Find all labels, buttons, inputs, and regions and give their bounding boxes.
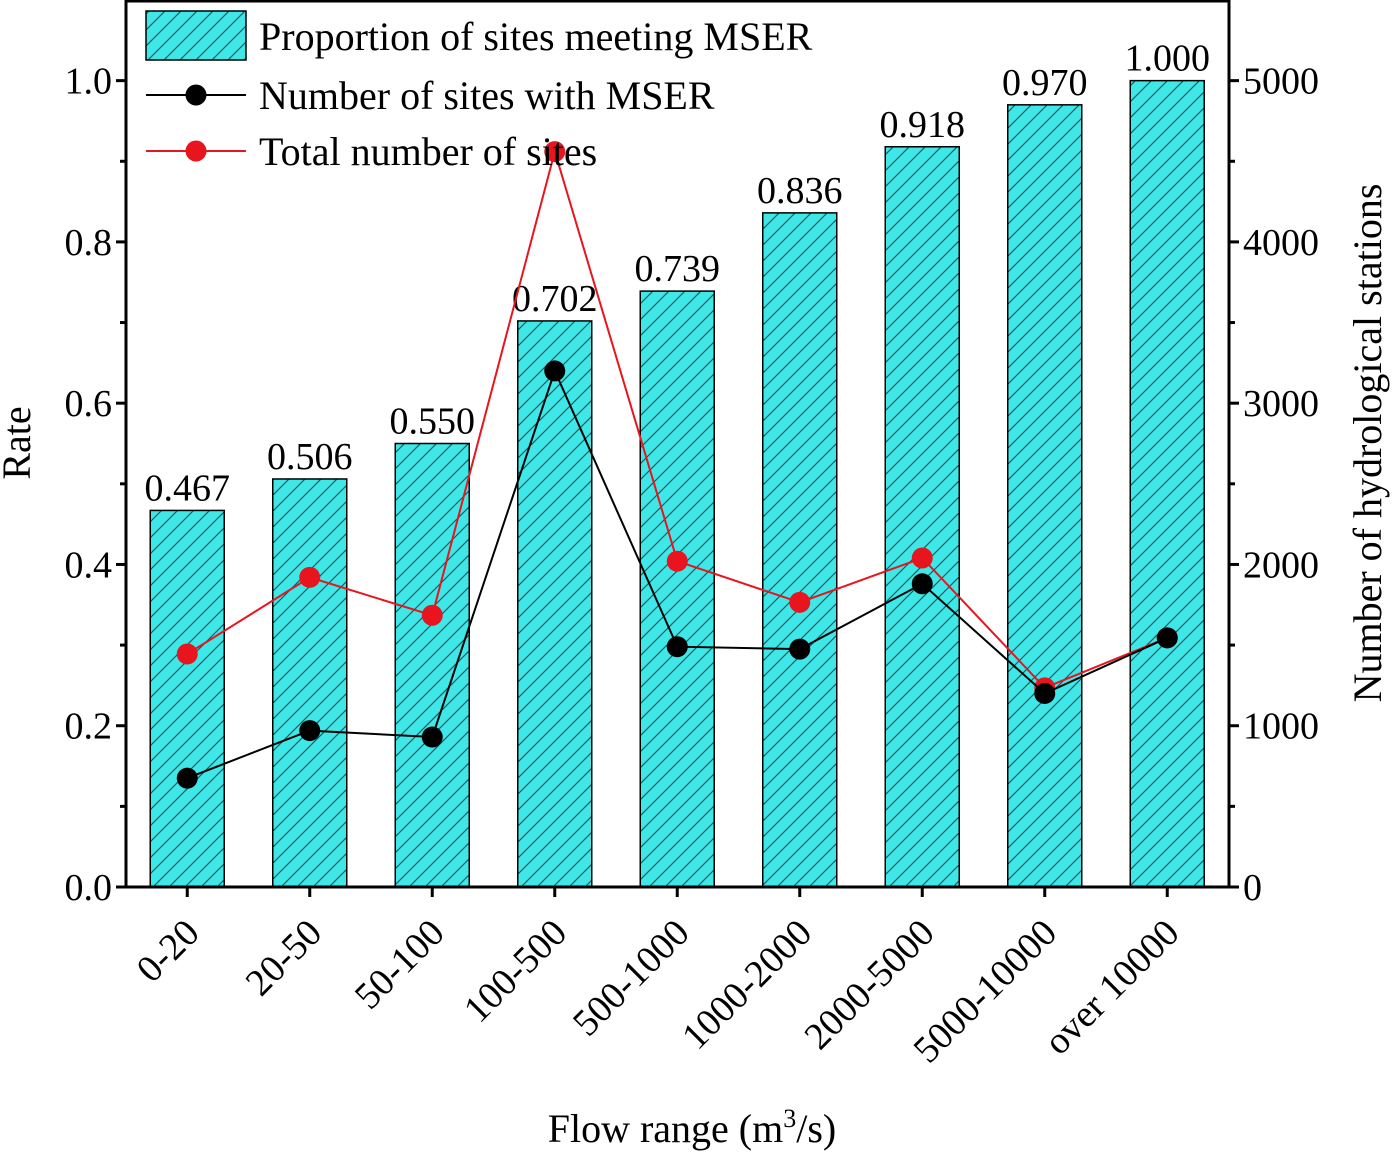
point-series-2-2000-5000 [911,547,933,569]
legend-label-bar: Proportion of sites meeting MSER [259,14,813,59]
right-tick-label: 2000 [1243,544,1319,586]
point-series-1-5000-10000 [1034,682,1056,704]
legend-label-line-red: Total number of sites [259,129,597,174]
point-series-1-2000-5000 [911,573,933,595]
x-tick-label: 1000-2000 [674,912,820,1058]
bar-2000-5000 [884,146,960,888]
right-tick-label: 4000 [1243,222,1319,264]
y2-axis-title: Number of hydrological stations [1345,184,1390,703]
bar-value-label: 0.506 [267,436,353,478]
legend: Proportion of sites meeting MSER Number o… [145,10,813,174]
point-series-2-50-100 [421,604,443,626]
left-tick-label: 0.6 [65,383,113,425]
legend-marker-red [185,140,207,162]
point-series-1-100-500 [544,360,566,382]
bar-1000-2000 [762,212,838,888]
right-tick-label: 1000 [1243,706,1319,748]
bar-value-label: 0.739 [635,248,721,290]
x-tick-label: 0-20 [129,912,208,991]
x-tick-label: 50-100 [347,912,453,1018]
right-tick-label: 5000 [1243,61,1319,103]
point-series-1-20-50 [299,720,321,742]
point-series-1-over 10000 [1156,627,1178,649]
bar-value-label: 0.550 [390,401,476,443]
bar-value-label: 0.918 [880,104,966,146]
bar-value-label: 1.000 [1125,38,1211,80]
point-series-2-20-50 [299,566,321,588]
right-tick-label: 0 [1243,867,1262,909]
bar-20-50 [272,478,348,888]
legend-swatch-bar [145,10,247,61]
point-series-2-100-500 [544,141,566,163]
left-tick-label: 0.0 [65,867,113,909]
legend-label-line-black: Number of sites with MSER [259,73,715,118]
legend-marker-black [185,84,207,106]
x-axis-title-tail: /s) [796,1106,836,1151]
bars-layer: 0.467 0.506 0.550 0.702 0.739 0.836 0.918 0.970… [145,38,1211,888]
left-tick-label: 0.8 [65,222,113,264]
left-tick-label: 1.0 [65,61,113,103]
x-tick-label: 100-500 [456,912,575,1031]
bar-0-20 [149,509,225,888]
x-tick-label: over 10000 [1036,912,1187,1063]
x-axis-title-sup: 3 [783,1104,796,1133]
point-series-2-500-1000 [666,550,688,572]
point-series-2-1000-2000 [789,591,811,613]
bar-50-100 [394,442,470,888]
x-tick-label: 20-50 [238,912,330,1004]
left-tick-label: 0.4 [65,544,113,586]
bar-5000-10000 [1007,104,1083,888]
right-tick-label: 3000 [1243,383,1319,425]
y-axis-title: Rate [0,406,39,479]
lines-layer [176,141,1178,789]
bar-over 10000 [1129,79,1205,888]
bar-value-label: 0.970 [1002,62,1088,104]
point-series-1-1000-2000 [789,638,811,660]
point-series-2-0-20 [176,643,198,665]
bar-value-label: 0.467 [145,467,231,509]
bar-value-label: 0.836 [757,170,843,212]
point-series-1-500-1000 [666,636,688,658]
x-axis-title: Flow range (m3/s) [548,1104,837,1151]
point-series-1-50-100 [421,726,443,748]
bar-value-label: 0.702 [512,278,598,320]
point-series-1-0-20 [176,767,198,789]
x-axis-title-main: Flow range (m [548,1106,784,1151]
left-tick-label: 0.2 [65,706,113,748]
bar-100-500 [517,320,593,888]
